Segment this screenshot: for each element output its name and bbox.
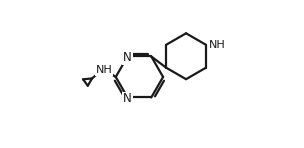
Text: N: N	[123, 92, 132, 106]
Text: NH: NH	[95, 65, 112, 75]
Text: N: N	[123, 52, 132, 64]
Text: NH: NH	[209, 40, 225, 50]
